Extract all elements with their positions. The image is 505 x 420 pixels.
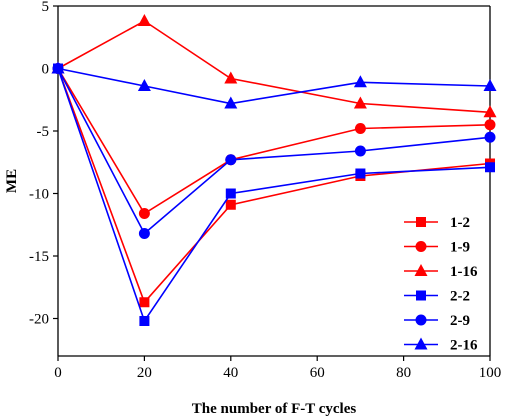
- data-point: [138, 208, 150, 219]
- x-tick-label: 100: [479, 365, 502, 381]
- series-line: [57, 68, 491, 235]
- data-point: [353, 75, 367, 88]
- series-line: [57, 20, 491, 114]
- data-point: [138, 228, 150, 239]
- legend-item: 1-9: [404, 240, 470, 256]
- series-line: [57, 67, 491, 105]
- legend-label: 2-9: [450, 313, 470, 329]
- legend-marker: [416, 290, 426, 301]
- y-tick-label: 5: [42, 0, 50, 15]
- data-point: [51, 61, 65, 74]
- data-point: [354, 145, 366, 157]
- x-tick-label: 60: [310, 365, 325, 381]
- legend-marker: [415, 314, 427, 326]
- data-point: [225, 154, 237, 166]
- y-tick-label: 0: [42, 62, 50, 78]
- data-point: [484, 119, 496, 131]
- data-point: [224, 96, 238, 109]
- legend-marker: [415, 241, 427, 252]
- data-point: [139, 316, 150, 326]
- data-point: [485, 162, 495, 173]
- y-tick-label: -10: [29, 187, 49, 203]
- data-point: [224, 71, 238, 84]
- series-layer: [51, 14, 497, 326]
- data-point: [484, 131, 496, 143]
- y-tick-label: -20: [29, 312, 49, 328]
- legend-label: 1-16: [450, 264, 478, 280]
- series-2-9: [52, 63, 496, 239]
- legend-marker: [414, 337, 428, 350]
- legend-marker: [414, 264, 428, 276]
- data-point: [225, 188, 236, 199]
- legend-label: 1-9: [450, 240, 470, 256]
- y-tick-label: -15: [29, 249, 49, 265]
- data-point: [355, 168, 366, 179]
- x-tick-label: 20: [137, 365, 152, 381]
- x-tick-label: 80: [396, 365, 411, 381]
- legend: 1-2 1-9 1-16 2-2 2-9 2-16: [404, 215, 478, 354]
- data-point: [225, 199, 236, 210]
- data-point: [137, 14, 151, 26]
- legend-item: 2-16: [404, 337, 478, 354]
- legend-marker: [416, 217, 426, 227]
- legend-item: 2-9: [404, 313, 470, 329]
- data-point: [353, 96, 367, 109]
- legend-label: 2-16: [450, 338, 478, 354]
- data-point: [483, 79, 497, 91]
- series-1-16: [51, 14, 497, 118]
- x-tick-label: 40: [223, 365, 238, 381]
- x-axis-title: The number of F-T cycles: [192, 401, 357, 417]
- data-point: [137, 79, 151, 91]
- legend-item: 2-2: [404, 289, 470, 305]
- legend-label: 1-2: [450, 215, 470, 231]
- data-point: [354, 123, 366, 134]
- axes: 0 20 40 60 80 100 5 0 -5 -10 -15 -20: [29, 0, 501, 381]
- x-tick-label: 0: [54, 365, 62, 381]
- legend-item: 1-2: [404, 215, 470, 231]
- data-point: [483, 105, 497, 118]
- series-line: [57, 68, 491, 304]
- data-point: [139, 297, 150, 308]
- legend-item: 1-16: [404, 264, 478, 280]
- y-axis-title: ME: [4, 169, 20, 193]
- series-2-16: [51, 61, 497, 109]
- y-tick-label: -5: [37, 124, 50, 140]
- legend-label: 2-2: [450, 289, 470, 305]
